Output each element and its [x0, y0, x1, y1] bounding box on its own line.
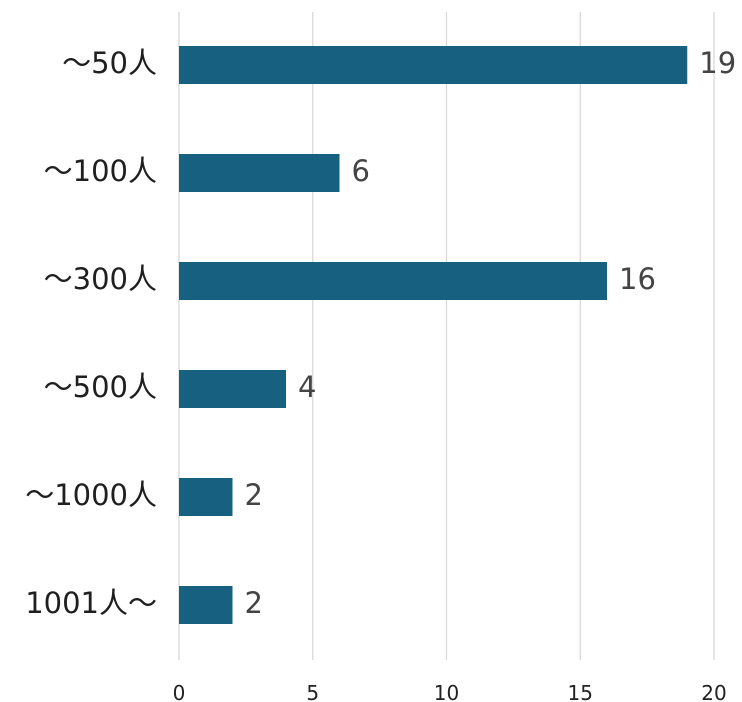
value-label-2: 16 — [619, 262, 656, 296]
value-labels: 19 6 16 4 2 2 — [245, 46, 737, 620]
bar-0 — [179, 46, 688, 84]
category-label-5: 1001人～ — [25, 586, 157, 620]
x-tick-label-4: 20 — [701, 681, 726, 702]
x-tick-label-0: 0 — [173, 681, 186, 702]
value-label-0: 19 — [699, 46, 736, 80]
bar-4 — [179, 478, 233, 516]
x-axis-tick-labels: 0 5 10 15 20 — [173, 681, 727, 702]
category-label-3: ～500人 — [44, 370, 157, 404]
grid-lines — [178, 12, 715, 660]
bars — [179, 46, 688, 624]
x-tick-label-1: 5 — [306, 681, 319, 702]
bar-5 — [179, 586, 233, 624]
value-label-3: 4 — [298, 370, 316, 404]
x-tick-label-3: 15 — [568, 681, 593, 702]
value-label-1: 6 — [352, 154, 370, 188]
value-label-5: 2 — [245, 586, 263, 620]
category-label-4: ～1000人 — [25, 478, 157, 512]
bar-2 — [179, 262, 607, 300]
category-label-0: ～50人 — [62, 46, 157, 80]
value-label-4: 2 — [245, 478, 263, 512]
category-label-2: ～300人 — [44, 262, 157, 296]
bar-3 — [179, 370, 286, 408]
x-tick-label-2: 10 — [434, 681, 459, 702]
bar-1 — [179, 154, 340, 192]
category-label-1: ～100人 — [44, 154, 157, 188]
category-labels: ～50人 ～100人 ～300人 ～500人 ～1000人 1001人～ — [25, 46, 157, 620]
